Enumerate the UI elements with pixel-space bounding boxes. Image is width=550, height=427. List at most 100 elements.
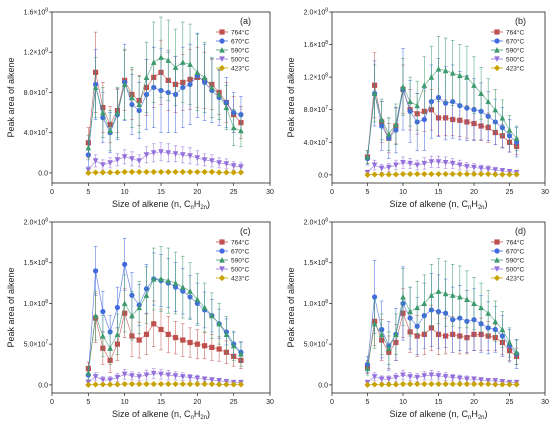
panel-d-data-point	[428, 380, 435, 388]
panel-a-legend-marker	[219, 47, 225, 53]
panel-d-data-point	[492, 381, 499, 388]
panel-b-data-point	[407, 98, 413, 105]
panel-b-legend-marker	[493, 64, 501, 72]
panel-c-data-point	[107, 345, 113, 351]
panel-c-data-point	[107, 377, 113, 383]
panel-b-data-point	[421, 116, 427, 123]
panel-c-data-point	[172, 380, 179, 388]
xlabel-main: Size of alkene (n, C	[112, 409, 191, 419]
panel-a-data-point	[107, 169, 114, 176]
panel-a-legend-item: 590°C	[216, 46, 249, 54]
panel-b-data-point	[393, 121, 399, 127]
panel-d-y-tick-label: 1.5×108	[304, 258, 329, 267]
panel-d-data-point	[378, 376, 385, 383]
panel-d-data-point	[464, 376, 470, 383]
panel-b-data-point	[485, 170, 492, 178]
panel-b-data-point	[400, 83, 406, 90]
panel-c-data-point	[165, 331, 171, 337]
panel-c-data-point	[230, 342, 237, 349]
panel-b-legend-item: 764°C	[491, 28, 524, 36]
xlabel-close: )	[485, 409, 488, 419]
panel-c-data-point	[194, 380, 201, 388]
panel-d-data-point	[478, 304, 484, 311]
panel-c-data-point	[237, 381, 245, 388]
panel-b-legend-marker	[494, 56, 500, 62]
panel-c-data-point	[143, 331, 150, 337]
panel-a-data-point	[180, 59, 186, 65]
panel-a-data-point	[143, 74, 150, 80]
panel-c-data-point	[129, 373, 135, 379]
panel-c-data-point	[158, 276, 164, 282]
panel-b-data-point	[435, 170, 442, 178]
panel-d-data-point	[471, 376, 477, 383]
panel-b-data-point	[449, 170, 456, 178]
panel-c-data-point	[172, 373, 179, 379]
panel-b-data-point	[513, 135, 520, 141]
panel-d-data-point	[485, 380, 492, 388]
panel-d-data-point	[435, 380, 442, 388]
panel-d-data-point	[393, 331, 399, 337]
panel-b-legend-item: 670°C	[491, 37, 524, 45]
panel-d-data-point	[457, 293, 463, 300]
panel-c-legend-marker	[219, 248, 225, 254]
panel-c-y-tick-label: 0.0	[38, 382, 48, 389]
panel-b-x-tick-label: 30	[541, 189, 549, 196]
panel-d-data-point	[400, 372, 406, 379]
panel-d-data-point	[499, 381, 506, 388]
panel-c-y-axis-title: Peak area of alkene	[6, 267, 16, 347]
panel-a-legend-item: 764°C	[216, 28, 249, 36]
panel-c-data-point	[114, 381, 121, 388]
panel-c-data-point	[121, 380, 128, 388]
panel-a-series-1	[85, 32, 244, 168]
panel-c-data-point	[92, 312, 99, 319]
xlabel-close: )	[485, 199, 488, 209]
panel-a-data-point	[92, 158, 99, 164]
panel-a-data-point	[186, 168, 194, 176]
xlabel-main: Size of alkene (n, C	[389, 199, 468, 209]
panel-c-y-tick-label: 1.5×108	[24, 258, 49, 267]
panel-b-series-line	[367, 161, 517, 173]
panel-c-data-point	[114, 331, 121, 337]
panel-c-data-point	[121, 300, 128, 307]
panel-d-data-point	[464, 296, 470, 302]
panel-d-x-tick-label: 5	[366, 399, 370, 406]
panel-a-data-point	[114, 157, 121, 163]
panel-d-data-point	[442, 374, 449, 380]
panel-d-x-tick-label: 10	[399, 399, 407, 406]
xlabel-sub-2n: 2n	[478, 205, 485, 211]
panel-c-data-point	[187, 288, 193, 294]
panel-c-data-point	[100, 333, 106, 339]
xlabel-h: H	[471, 409, 478, 419]
xlabel-sub-n: n	[191, 205, 194, 211]
panel-b-data-point	[485, 166, 491, 173]
panel-d-data-point	[506, 381, 513, 388]
xlabel-h: H	[194, 199, 201, 209]
panel-d-data-point	[399, 380, 407, 388]
panel-c-data-point	[216, 378, 222, 384]
panel-b-data-point	[385, 171, 392, 178]
panel-d-series-2	[364, 258, 520, 376]
panel-c-data-point	[209, 377, 215, 383]
panel-a-y-tick-label: 4.0×107	[24, 128, 49, 137]
panel-c-series-line	[87, 278, 242, 373]
panel-c-data-point	[151, 321, 157, 327]
panel-a-series-line	[87, 56, 242, 148]
panel-a-data-point	[114, 109, 121, 116]
panel-b-data-point	[463, 170, 470, 178]
panel-c-data-point	[85, 381, 92, 388]
panel-d-x-tick-label: 20	[470, 399, 478, 406]
panel-b-data-point	[421, 170, 428, 178]
panel-a-data-point	[150, 168, 157, 176]
panel-d-data-point	[463, 380, 470, 388]
xlabel-h: H	[471, 199, 478, 209]
panel-a-label: (a)	[240, 16, 251, 26]
panel-b-data-point	[456, 170, 463, 178]
panel-c-series-4	[85, 380, 245, 388]
panel-b-data-point	[407, 160, 413, 167]
panel-a-series-4	[85, 168, 245, 177]
panel-c-data-point	[93, 268, 99, 274]
panel-b-data-point	[492, 171, 499, 178]
panel-a-x-tick-label: 30	[266, 189, 274, 196]
